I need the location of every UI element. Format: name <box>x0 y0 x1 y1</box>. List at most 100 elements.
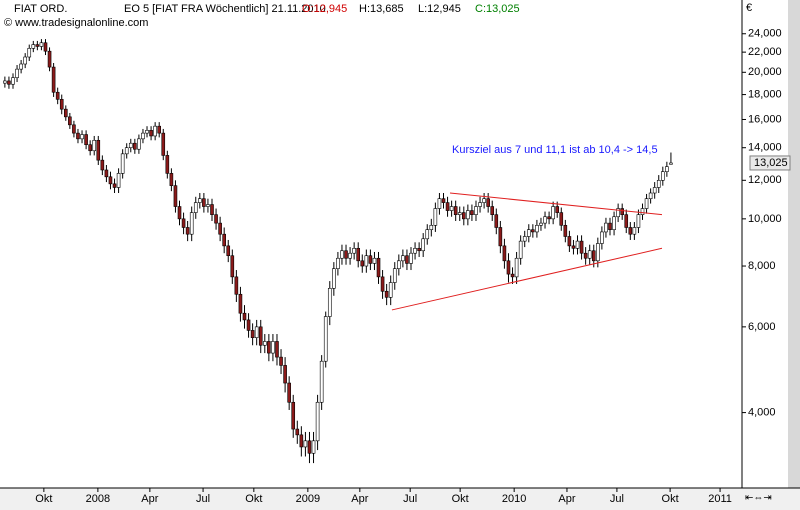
candle-body <box>433 208 438 226</box>
candle-body <box>59 99 64 110</box>
candle-body <box>502 245 507 262</box>
candle-body <box>161 132 166 156</box>
candle-body <box>250 330 255 339</box>
candle-body <box>441 198 446 203</box>
candle-body <box>372 257 377 264</box>
candle-body <box>3 80 7 84</box>
candle-body <box>640 208 645 215</box>
candle-body <box>23 56 27 65</box>
candle-body <box>242 312 247 321</box>
candle-body <box>238 293 243 314</box>
candle-body <box>498 227 503 247</box>
candle-body <box>368 255 373 264</box>
y-tick-label: 4,000 <box>748 406 776 418</box>
candle-body <box>429 224 434 230</box>
y-tick-label: 14,000 <box>748 142 782 154</box>
x-tick-label: 2009 <box>296 493 320 505</box>
candle-body <box>141 132 145 140</box>
candle-body <box>413 247 417 254</box>
candle-body <box>202 198 206 207</box>
symbol: FIAT ORD. <box>14 3 67 15</box>
candle-body <box>531 229 535 233</box>
candle-body <box>189 212 194 235</box>
candle-body <box>559 212 564 226</box>
x-tick-label: Apr <box>351 493 368 505</box>
candle-body <box>551 206 555 220</box>
candle-body <box>35 44 40 47</box>
candle-body <box>644 198 649 209</box>
x-tick-label: 2010 <box>502 493 526 505</box>
candle-body <box>137 138 141 150</box>
last-price-label: 13,025 <box>754 157 788 169</box>
y-tick-label: 22,000 <box>748 46 782 58</box>
side-toolbar <box>788 0 800 488</box>
candle-body <box>628 227 633 235</box>
candle-body <box>591 250 596 262</box>
candle-body <box>258 326 263 346</box>
y-tick-label: 8,000 <box>748 260 776 272</box>
candle-body <box>417 247 421 252</box>
candle-body <box>547 216 551 220</box>
candle-body <box>518 240 523 259</box>
candle-body <box>311 440 316 454</box>
close-label: C:13,025 <box>475 3 520 15</box>
candle-body <box>96 139 101 161</box>
candle-body <box>344 250 348 259</box>
candle-body <box>210 204 214 215</box>
candle-body <box>206 204 210 207</box>
candle-body <box>177 206 182 220</box>
candle-body <box>246 319 251 331</box>
candle-body <box>234 276 239 295</box>
candle-body <box>283 365 287 384</box>
candle-body <box>397 260 401 269</box>
x-tick-label: 2008 <box>86 493 110 505</box>
candle-body <box>510 273 515 278</box>
y-tick-label: 24,000 <box>748 28 782 40</box>
x-axis-panel <box>0 488 800 510</box>
candle-body <box>120 153 125 174</box>
candle-body <box>92 139 97 152</box>
candle-body <box>648 192 653 199</box>
candle-body <box>307 440 312 454</box>
candle-body <box>669 162 673 165</box>
candle-body <box>108 176 113 185</box>
x-tick-label: Okt <box>245 493 262 505</box>
candle-body <box>449 206 454 211</box>
candle-body <box>287 382 291 403</box>
candle-body <box>470 210 474 215</box>
x-tick-label: 2011 <box>708 493 732 505</box>
trendline <box>391 247 663 311</box>
candle-body <box>579 240 584 254</box>
candle-body <box>453 206 458 215</box>
x-tick-label: Okt <box>662 493 679 505</box>
y-tick-label: 16,000 <box>748 113 782 125</box>
candle-body <box>169 173 174 186</box>
candle-body <box>193 202 198 213</box>
candle-body <box>587 250 592 259</box>
candle-body <box>494 214 499 228</box>
candle-body <box>457 212 462 215</box>
candle-body <box>567 236 572 247</box>
scroll-controls[interactable]: ⇤⇔⇥ <box>745 493 772 504</box>
candle-body <box>68 116 72 126</box>
candle-body <box>563 224 568 237</box>
candle-body <box>596 243 600 262</box>
x-tick-label: Jul <box>196 493 210 505</box>
y-tick-label: 6,000 <box>748 321 776 333</box>
candle-body <box>43 42 48 52</box>
x-tick-label: Apr <box>558 493 575 505</box>
candle-body <box>514 257 519 278</box>
candle-body <box>506 260 511 275</box>
candle-body <box>612 216 616 230</box>
candle-body <box>230 255 235 278</box>
candle-body <box>222 233 226 247</box>
candle-body <box>604 222 608 233</box>
candle-body <box>226 245 231 257</box>
candle-body <box>39 42 44 47</box>
candle-body <box>315 401 320 442</box>
open-label: O:12,945 <box>302 3 347 15</box>
candle-body <box>437 198 442 209</box>
candle-body <box>388 282 393 298</box>
y-tick-label: 10,000 <box>748 213 782 225</box>
